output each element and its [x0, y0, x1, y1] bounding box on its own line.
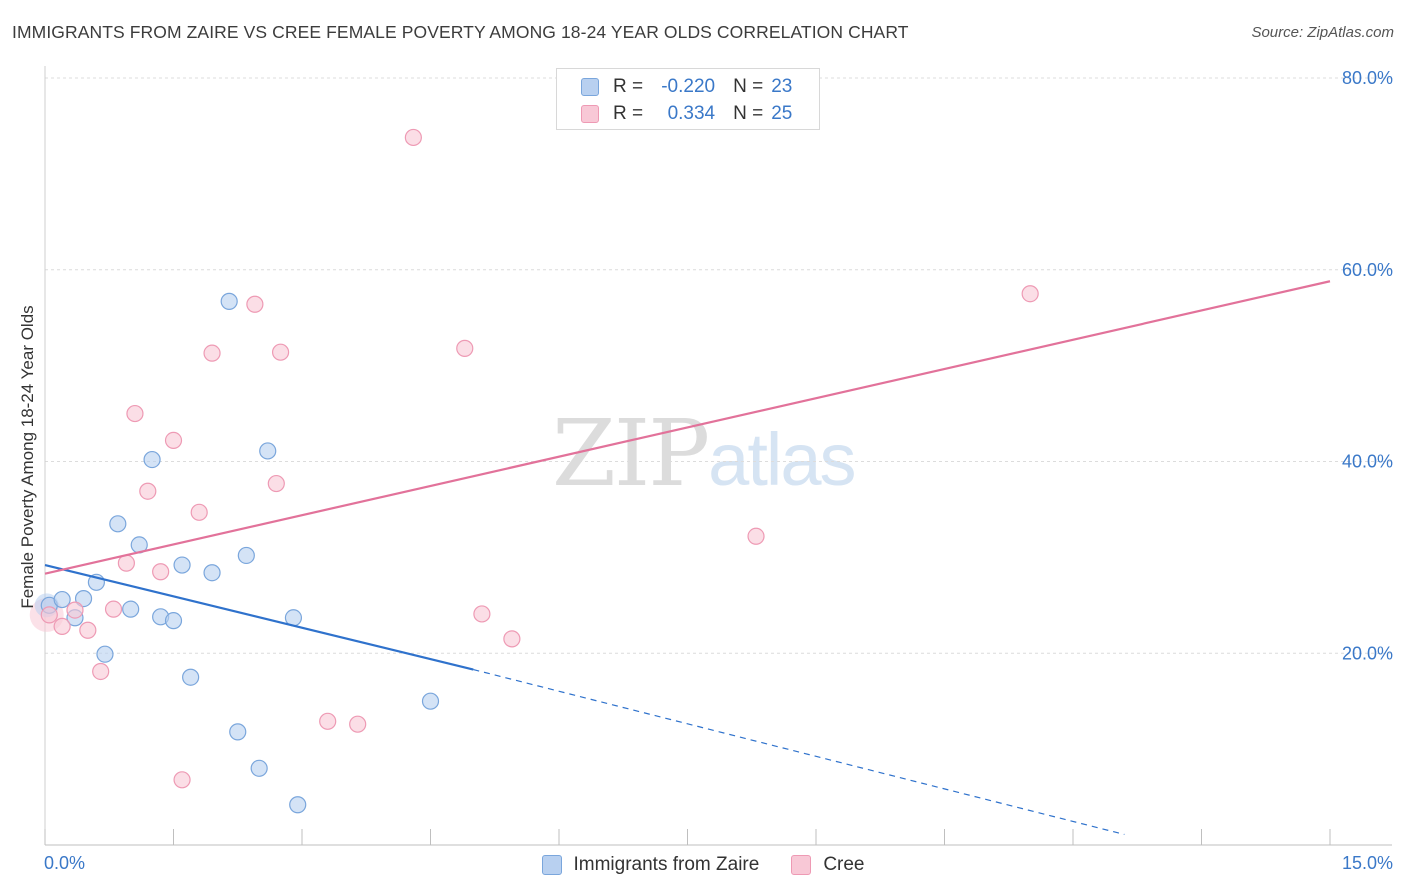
point-cree	[139, 482, 157, 500]
x-tick-label: 0.0%	[44, 853, 85, 873]
point-cree	[246, 295, 264, 313]
stats-row-cree: R = 0.334 N = 25	[581, 100, 792, 128]
trendline-zaire-extension	[473, 668, 1125, 836]
point-cree	[503, 630, 521, 648]
point-zaire	[229, 723, 247, 741]
point-cree	[53, 617, 71, 636]
point-zaire	[122, 600, 140, 618]
point-cree	[190, 503, 208, 521]
point-cree	[349, 715, 367, 733]
swatch-cree	[581, 105, 599, 123]
point-cree	[92, 662, 110, 681]
point-zaire	[96, 645, 114, 663]
point-cree	[173, 771, 191, 789]
swatch-zaire	[581, 78, 599, 96]
point-cree	[271, 343, 290, 361]
point-cree	[40, 606, 58, 624]
chart-title: IMMIGRANTS FROM ZAIRE VS CREE FEMALE POV…	[12, 22, 909, 42]
stats-legend: R = -0.220 N = 23 R = 0.334 N = 25	[556, 68, 820, 130]
legend-swatch-zaire	[541, 855, 562, 875]
point-zaire	[182, 668, 200, 686]
trendline-zaire	[44, 563, 474, 671]
legend-swatch-cree	[791, 855, 812, 875]
point-zaire	[74, 590, 93, 608]
point-cree	[126, 404, 144, 423]
n-label: N =	[733, 76, 764, 97]
watermark-atlas: atlas	[708, 418, 856, 501]
point-cree	[203, 344, 221, 362]
point-cree	[747, 527, 765, 545]
y-tick-label: 80.0%	[1342, 68, 1393, 88]
point-cree	[319, 712, 337, 730]
legend-label-cree: Cree	[823, 854, 865, 875]
point-cree	[164, 431, 183, 450]
point-zaire	[53, 590, 71, 609]
n-value: 25	[771, 103, 793, 124]
point-cree	[267, 474, 285, 493]
point-zaire	[143, 450, 161, 469]
y-tick-label: 20.0%	[1342, 643, 1393, 663]
point-zaire	[237, 546, 255, 565]
point-zaire	[203, 564, 221, 582]
trendline-cree	[44, 280, 1331, 575]
n-label: N =	[733, 103, 764, 124]
point-cree	[456, 339, 474, 357]
legend-label-zaire: Immigrants from Zaire	[573, 854, 760, 875]
watermark: ZIPatlas	[552, 400, 856, 507]
series-legend: Immigrants from Zaire Cree	[0, 852, 1406, 878]
r-value: -0.220	[661, 76, 716, 97]
n-value: 23	[771, 76, 793, 97]
point-cree	[104, 600, 123, 618]
point-zaire	[289, 796, 307, 814]
source-note: Source: ZipAtlas.com	[1251, 24, 1394, 41]
point-cree	[66, 601, 84, 619]
point-zaire	[164, 612, 183, 630]
point-zaire	[259, 442, 277, 460]
r-label: R =	[613, 76, 644, 97]
y-axis-label: Female Poverty Among 18-24 Year Olds	[18, 305, 37, 609]
legend-item-zaire[interactable]: Immigrants from Zaire	[541, 854, 760, 876]
stats-row-zaire: R = -0.220 N = 23	[581, 73, 792, 101]
point-zaire	[250, 759, 268, 777]
legend-item-cree[interactable]: Cree	[791, 854, 865, 876]
y-tick-label: 60.0%	[1342, 260, 1393, 280]
point-cree	[1021, 285, 1039, 303]
watermark-zip: ZIP	[552, 400, 710, 507]
point-zaire	[173, 556, 191, 574]
point-cree	[473, 605, 491, 623]
point-cree	[79, 621, 97, 639]
r-label: R =	[613, 103, 644, 124]
point-zaire	[220, 292, 238, 310]
y-tick-label: 40.0%	[1342, 452, 1393, 472]
point-zaire	[421, 692, 440, 710]
point-zaire	[109, 515, 127, 533]
point-cree	[404, 128, 422, 147]
point-cree	[152, 563, 170, 581]
r-value: 0.334	[667, 103, 716, 124]
x-tick-label: 15.0%	[1342, 853, 1393, 873]
